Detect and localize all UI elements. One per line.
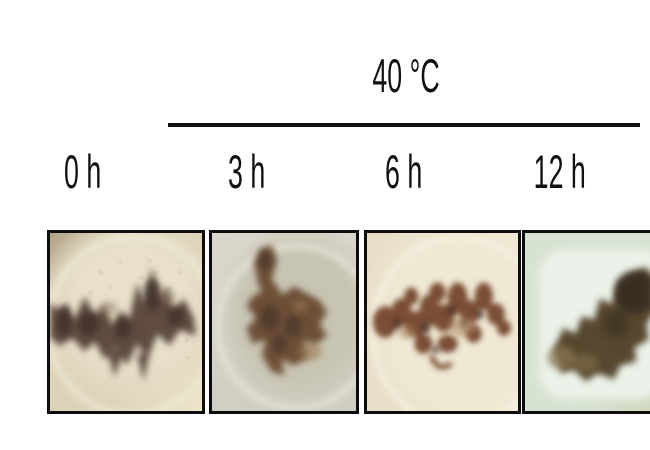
photo-6h xyxy=(364,230,521,414)
sample-blob xyxy=(50,266,196,382)
sample-blob-dark-spots xyxy=(259,250,302,353)
time-label-6h: 6 h xyxy=(385,145,423,198)
sample-blob-dark-spots xyxy=(604,270,650,338)
sample-blob-dark-spots xyxy=(57,278,184,339)
photo-6h-art xyxy=(370,234,518,411)
sample-blob-highlights xyxy=(99,290,176,316)
time-label-12h: 12 h xyxy=(533,145,587,198)
photo-0h-art xyxy=(50,234,202,411)
photo-12h-art xyxy=(539,248,650,400)
sample-blob-highlights xyxy=(292,300,322,361)
dish-rim xyxy=(370,234,518,411)
photo-12h xyxy=(522,230,650,414)
temperature-label: 40 °C xyxy=(170,50,642,102)
temperature-label-text: 40 °C xyxy=(372,49,440,102)
photo-3h-art xyxy=(214,242,356,411)
sample-blob-highlights xyxy=(398,317,477,339)
temperature-bracket-line xyxy=(168,123,640,127)
condensation-speckles xyxy=(89,259,190,359)
sample-blob-highlights xyxy=(547,345,598,374)
time-label-3h: 3 h xyxy=(228,145,266,198)
time-label-0h: 0 h xyxy=(64,145,102,198)
dish-rim xyxy=(214,242,356,411)
dish-rim xyxy=(50,234,202,411)
photo-3h xyxy=(209,230,359,414)
photo-0h xyxy=(47,230,205,414)
